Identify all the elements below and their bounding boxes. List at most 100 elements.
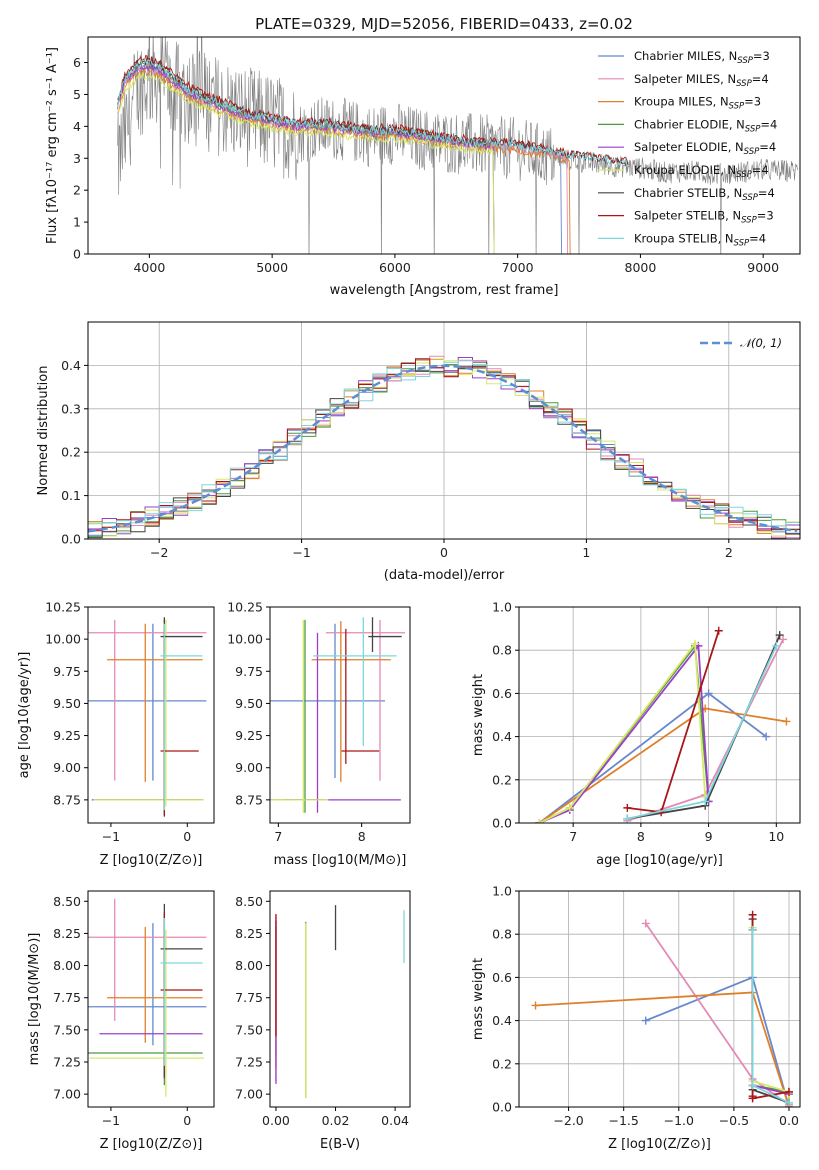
axes-frame: [518, 890, 801, 1108]
y-tick-label: 7.25: [235, 1055, 263, 1070]
plus-marker: [772, 641, 781, 650]
error-cross-3: [311, 621, 391, 782]
y-tick-label: 4: [73, 119, 81, 134]
y-axis-label: age [log10(age/yr)]: [17, 652, 32, 779]
plus-marker: [535, 819, 544, 823]
y-tick-label: 1.0: [492, 600, 512, 615]
y-tick-label: 10.00: [227, 632, 263, 647]
legend-entry: Salpeter ELODIE, NSSP=4: [634, 140, 776, 157]
error-cross-8: [341, 628, 380, 764]
x-axis-label: Z [log10(Z/Z⊙)]: [100, 853, 203, 868]
figure-title: PLATE=0329, MJD=52056, FIBERID=0433, z=0…: [255, 15, 633, 33]
weight-line: [538, 641, 707, 823]
weight-line-5: [748, 925, 793, 1107]
plus-marker: [784, 1087, 793, 1096]
y-tick-label: 8.50: [235, 894, 263, 909]
panel-mass_vs_ebv: 0.00 0.02 0.04 7.00 7.25 7.50 7.75 8.00 8.25 8.50…: [235, 890, 411, 1152]
plus-marker: [748, 910, 757, 919]
model-line-4: [117, 61, 495, 254]
error-cross-5: [91, 632, 203, 807]
y-tick-label: 7.75: [53, 990, 81, 1005]
y-tick-label: 8.25: [235, 926, 263, 941]
x-tick-label: −1.5: [609, 1113, 639, 1128]
panel-mass_weight_vs_Z: −2.0 −1.5 −1.0 −0.5 0.0 0.0 0.2 0.4 0.6 0.8 1.0 Z […: [471, 884, 801, 1152]
y-axis-label: Normed distribution: [36, 366, 51, 496]
weight-line: [751, 914, 790, 1100]
y-tick-label: 8.75: [53, 792, 81, 807]
x-tick-label: 5000: [256, 260, 288, 275]
y-tick-label: 8.00: [53, 958, 81, 973]
y-tick-label: 7.00: [53, 1087, 81, 1102]
axes-frame: [518, 606, 801, 824]
x-tick-label: 8: [637, 829, 645, 844]
y-tick-label: 0.1: [61, 488, 81, 503]
y-tick-label: 10.00: [45, 632, 81, 647]
error-cross-1: [270, 623, 385, 778]
y-tick-label: 0.0: [492, 816, 512, 831]
x-tick-label: 8000: [625, 260, 657, 275]
legend-entry: Salpeter STELIB, NSSP=3: [634, 209, 774, 226]
error-cross-1: [88, 923, 207, 1046]
legend-entry: Chabrier STELIB, NSSP=4: [634, 186, 775, 203]
y-tick-label: 7.50: [235, 1022, 263, 1037]
error-cross-2: [88, 898, 207, 1021]
y-tick-label: 1: [73, 215, 81, 230]
y-tick-label: 9.25: [235, 728, 263, 743]
y-tick-label: 0.3: [61, 401, 81, 416]
x-tick-label: 0: [183, 1113, 191, 1128]
y-tick-label: 0.0: [492, 1100, 512, 1115]
x-tick-label: 0.04: [381, 1113, 409, 1128]
error-cross-7: [368, 617, 402, 652]
weight-line: [644, 922, 790, 1106]
panel-mass_weight_vs_age: 7 8 9 10 0.0 0.2 0.4 0.6 0.8 1.0 age [log10(age/yr…: [471, 600, 801, 868]
error-cross-3: [107, 927, 203, 1043]
x-tick-label: 1: [582, 545, 590, 560]
panel-mass_vs_Z: −1 0 7.00 7.25 7.50 7.75 8.00 8.25 8.50 Z [log10(…: [27, 890, 215, 1152]
x-tick-label: 0.00: [262, 1113, 290, 1128]
weight-line-8: [623, 626, 723, 817]
y-tick-label: 8.50: [53, 894, 81, 909]
legend-entry: Kroupa MILES, NSSP=3: [634, 95, 761, 112]
y-tick-label: 0.0: [61, 532, 81, 547]
error-cross-2: [325, 619, 405, 781]
panel-spectrum: 4000 5000 6000 7000 8000 9000 0 1 2 3 4 5 6 Chabrier …: [45, 36, 801, 298]
y-tick-label: 9.00: [235, 760, 263, 775]
y-tick-label: 0.6: [492, 686, 512, 701]
x-tick-label: −1: [102, 829, 120, 844]
plus-marker: [762, 732, 771, 741]
x-tick-label: −2: [150, 545, 168, 560]
plot-area-mass_weight_vs_age: [535, 626, 791, 823]
x-axis-label: E(B-V): [320, 1137, 360, 1152]
residual-histogram-8: [88, 358, 800, 532]
plus-marker: [641, 1016, 650, 1025]
legend-entry: Salpeter MILES, NSSP=4: [634, 72, 769, 89]
panel-age_vs_mass: 7 8 8.75 9.00 9.25 9.50 9.75 10.00 10.25 mass [lo…: [227, 600, 411, 868]
y-tick-label: 0.6: [492, 970, 512, 985]
y-tick-label: 0.2: [492, 772, 512, 787]
y-tick-label: 7.25: [53, 1055, 81, 1070]
error-cross-4: [270, 619, 322, 813]
y-tick-label: 0: [73, 247, 81, 262]
error-cross-1: [88, 623, 207, 781]
plot-area-mass_vs_Z: [88, 898, 207, 1097]
plus-marker: [714, 626, 723, 635]
y-tick-label: 7.00: [235, 1087, 263, 1102]
y-tick-label: 9.00: [53, 760, 81, 775]
y-tick-label: 9.25: [53, 728, 81, 743]
weight-line-3: [531, 988, 793, 1107]
y-tick-label: 9.50: [53, 696, 81, 711]
error-cross-2: [88, 619, 207, 781]
y-tick-label: 5: [73, 87, 81, 102]
plus-marker: [641, 919, 650, 928]
plus-marker: [623, 814, 632, 823]
gaussian-curve: [88, 364, 798, 533]
axes-frame: [269, 890, 411, 1108]
plot-area-age_vs_mass: [270, 617, 405, 813]
axes-frame: [87, 606, 215, 824]
error-cross-6: [89, 929, 205, 1097]
weight-line-7: [748, 915, 793, 1107]
residual-histogram-9: [88, 360, 800, 527]
plot-area-residuals: [88, 355, 800, 539]
